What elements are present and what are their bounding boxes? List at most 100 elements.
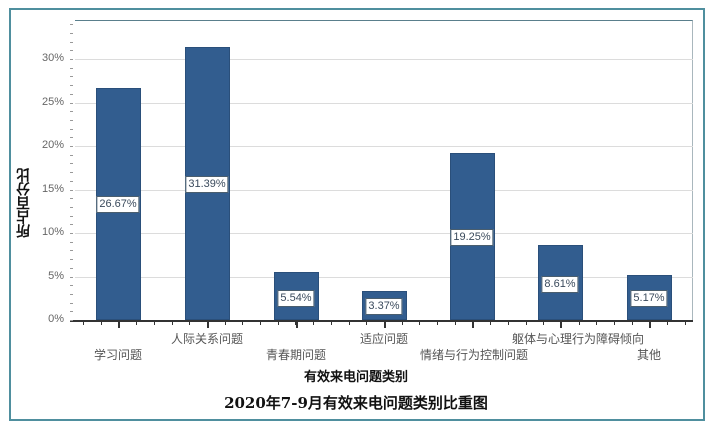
x-tick-label: 适应问题 [359,332,409,346]
y-minor-tick [70,224,73,226]
gridline [75,102,693,104]
y-minor-tick [70,259,73,261]
y-tick-label: 5% [48,269,64,282]
x-major-tick [384,320,386,328]
y-minor-tick [70,76,73,78]
gridline [75,59,693,60]
x-minor-tick [242,320,244,325]
y-minor-tick [70,137,73,139]
x-minor-tick [83,320,84,325]
x-minor-tick [667,320,669,325]
y-tick-label: 15% [41,182,64,195]
y-minor-tick [70,32,73,34]
x-minor-tick [596,320,598,325]
x-minor-tick [454,320,456,325]
x-tick-label: 学习问题 [93,348,143,362]
y-minor-tick [70,267,73,269]
y-minor-tick [70,128,73,130]
x-major-tick [207,320,209,328]
y-minor-tick [70,198,73,200]
x-tick-label: 其他 [636,348,662,362]
y-minor-tick [70,241,73,243]
y-minor-tick [70,50,73,52]
data-label: 5.54% [277,290,315,307]
y-minor-tick [70,180,73,182]
x-minor-tick [277,320,279,325]
plot-area [75,20,693,320]
x-minor-tick [189,320,191,325]
y-tick-label: 20% [41,139,64,151]
gridline [75,146,693,147]
y-minor-tick [70,102,73,104]
y-minor-tick [70,206,73,208]
y-minor-tick [70,285,73,287]
x-minor-tick [684,320,686,325]
gridline [75,233,693,234]
y-minor-tick [70,311,73,313]
x-axis-title: 有效来电问题类别 [303,370,408,385]
x-minor-tick [313,320,315,325]
y-minor-tick [70,250,73,252]
x-minor-tick [437,320,438,325]
data-label: 8.61% [541,276,579,293]
x-tick-label: 青春期问题 [265,348,327,362]
x-minor-tick [224,320,226,325]
y-minor-tick [70,172,73,174]
y-minor-tick [70,93,73,95]
x-axis-line [70,320,693,322]
x-minor-tick [543,320,545,325]
x-major-tick [472,320,474,328]
y-minor-tick [70,302,73,304]
x-minor-tick [295,320,297,325]
x-minor-tick [401,320,403,325]
y-minor-tick [70,276,73,278]
y-minor-tick [70,146,73,147]
y-minor-tick [70,111,73,113]
x-minor-tick [419,320,421,325]
data-label: 3.37% [365,298,403,315]
x-major-tick [118,320,120,328]
y-tick-label: 10% [41,226,64,238]
y-minor-tick [70,233,73,234]
data-label: 5.17% [630,290,668,307]
x-minor-tick [366,320,368,325]
y-minor-tick [70,67,73,69]
y-minor-tick [70,163,73,165]
y-minor-tick [70,41,73,43]
x-minor-tick [507,320,509,325]
y-minor-tick [70,119,73,121]
y-minor-tick [70,59,73,60]
y-minor-tick [70,189,73,191]
y-minor-tick [70,293,73,295]
x-minor-tick [100,320,102,325]
data-label: 31.39% [185,176,229,193]
y-minor-tick [70,24,73,26]
data-label: 26.67% [96,196,140,213]
x-tick-label: 情绪与行为控制问题 [419,348,529,362]
y-tick-label: 30% [41,52,64,64]
x-minor-tick [578,320,580,325]
x-minor-tick [631,320,633,325]
x-minor-tick [614,320,615,325]
x-minor-tick [136,320,138,325]
y-minor-tick [70,85,73,87]
x-tick-label: 躯体与心理行为障碍倾向 [511,332,645,346]
gridline [75,276,693,278]
y-minor-tick [70,154,73,156]
y-minor-tick [70,215,73,217]
y-minor-tick [70,320,73,321]
x-minor-tick [171,320,173,325]
x-minor-tick [490,320,492,325]
chart-title: 2020年7-9月有效来电问题类别比重图 [224,394,488,412]
x-minor-tick [525,320,527,325]
x-major-tick [649,320,651,328]
x-major-tick [560,320,562,328]
gridline [75,189,693,191]
x-tick-label: 人际关系问题 [170,332,244,346]
y-tick-label: 0% [48,313,64,325]
x-minor-tick [153,320,155,325]
y-tick-label: 25% [41,95,64,108]
x-minor-tick [348,320,350,325]
x-major-tick [296,320,298,328]
data-label: 19.25% [450,229,494,246]
